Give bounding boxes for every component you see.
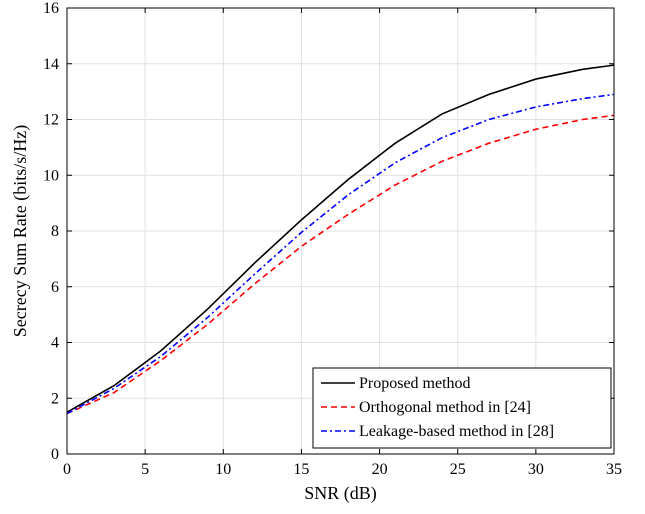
- ticks: 0 5 10 15 20 25 30 35 0 2 4 6 8 10 12 14 16: [43, 0, 622, 478]
- y-tick-label: 2: [51, 390, 59, 407]
- y-tick-label: 10: [43, 167, 59, 184]
- legend-label-3: Leakage-based method in [28]: [359, 423, 554, 440]
- legend-label-1: Proposed method: [359, 375, 471, 392]
- y-tick-label: 6: [51, 279, 59, 296]
- y-tick-label: 14: [43, 56, 59, 73]
- y-tick-label: 16: [43, 0, 59, 17]
- x-tick-label: 0: [63, 461, 71, 478]
- x-tick-label: 35: [606, 461, 622, 478]
- series-line-3: [66, 93, 615, 415]
- series-line-1: [66, 64, 615, 413]
- legend-label-2: Orthogonal method in [24]: [359, 399, 531, 416]
- x-tick-label: 5: [141, 461, 149, 478]
- x-tick-label: 25: [450, 461, 466, 478]
- legend-box: [312, 367, 612, 449]
- y-tick-label: 8: [51, 223, 59, 240]
- x-tick-label: 20: [372, 461, 388, 478]
- y-tick-label: 4: [51, 335, 59, 352]
- series-group: [66, 64, 615, 415]
- series-line-2: [66, 114, 615, 415]
- x-tick-label: 30: [528, 461, 544, 478]
- x-axis-label: SNR (dB): [304, 483, 377, 504]
- y-axis-label: Secrecy Sum Rate (bits/s/Hz): [10, 125, 31, 337]
- x-tick-label: 10: [215, 461, 231, 478]
- y-tick-label: 12: [43, 112, 59, 129]
- x-tick-label: 15: [293, 461, 309, 478]
- legend: Proposed method Orthogonal method in [24]…: [312, 367, 612, 449]
- y-tick-label: 0: [51, 446, 59, 463]
